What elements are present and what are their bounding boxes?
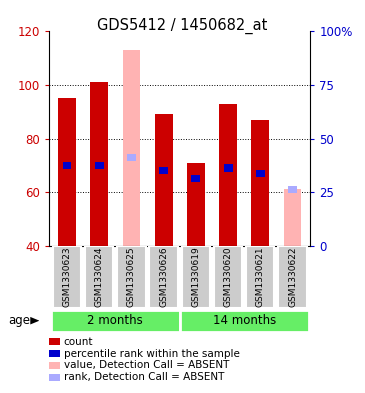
Text: rank, Detection Call = ABSENT: rank, Detection Call = ABSENT	[64, 372, 224, 382]
Text: count: count	[64, 337, 93, 347]
Bar	[224, 164, 233, 172]
Text: age: age	[8, 314, 30, 327]
Text: GSM1330625: GSM1330625	[127, 247, 136, 307]
Bar	[219, 104, 237, 246]
Bar	[187, 163, 205, 246]
Bar	[182, 246, 210, 308]
Bar	[117, 246, 146, 308]
Bar	[85, 246, 114, 308]
Bar	[214, 246, 242, 308]
Bar	[51, 310, 180, 332]
Bar	[155, 114, 173, 246]
Polygon shape	[30, 317, 39, 325]
Bar	[180, 310, 309, 332]
Bar	[256, 170, 265, 177]
Text: value, Detection Call = ABSENT: value, Detection Call = ABSENT	[64, 360, 229, 371]
Text: 14 months: 14 months	[212, 314, 276, 327]
Text: 2 months: 2 months	[88, 314, 143, 327]
Bar	[191, 175, 200, 182]
Bar	[53, 246, 81, 308]
Bar	[159, 167, 168, 174]
Bar	[62, 162, 72, 169]
Text: GSM1330626: GSM1330626	[159, 247, 168, 307]
Bar	[246, 246, 274, 308]
Text: GSM1330623: GSM1330623	[62, 247, 72, 307]
Text: GSM1330621: GSM1330621	[256, 247, 265, 307]
Bar	[284, 189, 301, 246]
Text: GSM1330624: GSM1330624	[95, 247, 104, 307]
Text: percentile rank within the sample: percentile rank within the sample	[64, 349, 240, 359]
Text: GSM1330619: GSM1330619	[191, 247, 200, 307]
Bar	[251, 120, 269, 246]
Bar	[123, 50, 140, 246]
Bar	[288, 185, 297, 193]
Text: GSM1330620: GSM1330620	[224, 247, 233, 307]
Text: GDS5412 / 1450682_at: GDS5412 / 1450682_at	[97, 18, 268, 34]
Text: GSM1330622: GSM1330622	[288, 247, 297, 307]
Bar	[58, 98, 76, 246]
Bar	[91, 82, 108, 246]
Bar	[150, 246, 178, 308]
Bar	[95, 162, 104, 169]
Bar	[127, 154, 136, 161]
Bar	[278, 246, 307, 308]
